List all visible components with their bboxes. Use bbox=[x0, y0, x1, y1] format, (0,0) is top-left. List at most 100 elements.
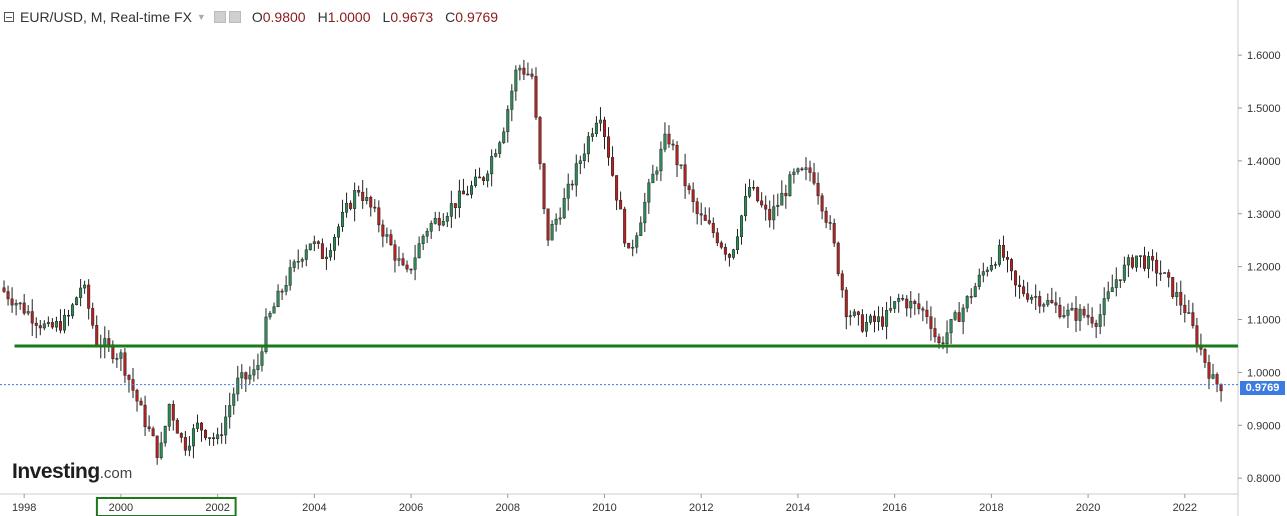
candle-down bbox=[482, 177, 486, 182]
candle-up bbox=[582, 153, 586, 161]
candle-up bbox=[848, 315, 852, 318]
candle-up bbox=[433, 218, 437, 224]
candle-up bbox=[268, 312, 272, 318]
candle-down bbox=[619, 199, 623, 210]
ohlc-open: O0.9800 bbox=[251, 9, 306, 25]
candle-up bbox=[494, 153, 498, 157]
candle-down bbox=[1219, 383, 1223, 392]
candle-down bbox=[34, 322, 38, 326]
candle-up bbox=[502, 131, 506, 144]
candle-up bbox=[474, 176, 478, 186]
candle-up bbox=[562, 197, 566, 219]
candle-down bbox=[1054, 302, 1058, 306]
candle-up bbox=[961, 307, 965, 322]
candle-up bbox=[490, 156, 494, 175]
candle-up bbox=[1078, 308, 1082, 321]
candle-up bbox=[1134, 255, 1138, 268]
candle-down bbox=[409, 268, 413, 271]
chevron-down-icon[interactable]: ▼ bbox=[196, 12, 206, 22]
candle-down bbox=[711, 223, 715, 234]
y-tick-label: 1.0000 bbox=[1247, 367, 1281, 379]
y-tick-label: 0.9000 bbox=[1247, 420, 1281, 432]
y-tick-label: 1.1000 bbox=[1247, 315, 1281, 327]
candle-down bbox=[570, 183, 574, 186]
candles-layer bbox=[2, 59, 1223, 465]
candle-down bbox=[1010, 259, 1014, 272]
candle-down bbox=[127, 375, 131, 380]
candle-down bbox=[183, 437, 187, 451]
candle-down bbox=[1155, 259, 1159, 274]
candle-up bbox=[115, 358, 119, 360]
candle-down bbox=[1001, 244, 1005, 258]
candle-up bbox=[574, 163, 578, 186]
candle-up bbox=[514, 69, 518, 92]
candle-up bbox=[208, 437, 212, 439]
candle-down bbox=[828, 222, 832, 224]
x-tick-label: 2016 bbox=[882, 502, 906, 514]
candle-up bbox=[731, 249, 735, 258]
x-tick-label: 2014 bbox=[786, 502, 810, 514]
candle-up bbox=[26, 311, 30, 314]
candle-up bbox=[792, 171, 796, 175]
candle-down bbox=[881, 316, 885, 327]
candle-up bbox=[1034, 296, 1038, 298]
candle-down bbox=[437, 218, 441, 226]
candle-down bbox=[1130, 257, 1134, 268]
candle-up bbox=[1147, 256, 1151, 269]
candle-down bbox=[703, 214, 707, 221]
candle-down bbox=[478, 176, 482, 179]
candle-down bbox=[546, 208, 550, 241]
candle-up bbox=[796, 168, 800, 173]
candle-up bbox=[1042, 304, 1046, 307]
settings-icon[interactable] bbox=[228, 11, 241, 23]
candle-up bbox=[191, 428, 195, 447]
candle-up bbox=[635, 235, 639, 248]
candle-down bbox=[38, 325, 42, 329]
candle-up bbox=[429, 223, 433, 232]
candle-up bbox=[578, 160, 582, 164]
investing-logo: Investing.com bbox=[12, 460, 133, 483]
candle-up bbox=[284, 285, 288, 292]
candle-up bbox=[885, 310, 889, 327]
candle-up bbox=[498, 142, 502, 154]
candle-down bbox=[1018, 284, 1022, 287]
candle-down bbox=[123, 352, 127, 376]
candle-up bbox=[679, 164, 683, 167]
candle-up bbox=[973, 286, 977, 298]
candle-down bbox=[1215, 374, 1219, 385]
candle-down bbox=[812, 172, 816, 184]
symbol-label[interactable]: EUR/USD, M, Real-time FX bbox=[20, 9, 192, 25]
candle-down bbox=[1074, 307, 1078, 321]
ohlc-readout: O0.9800 H1.0000 L0.9673 C0.9769 bbox=[252, 9, 498, 25]
candle-down bbox=[361, 191, 365, 201]
candle-down bbox=[715, 232, 719, 244]
candle-up bbox=[187, 445, 191, 451]
collapse-icon[interactable] bbox=[4, 12, 14, 22]
candle-up bbox=[353, 190, 357, 209]
candle-down bbox=[901, 298, 905, 300]
candle-down bbox=[320, 243, 324, 259]
candle-down bbox=[22, 302, 26, 314]
candle-up bbox=[365, 197, 369, 201]
candle-down bbox=[683, 164, 687, 187]
candle-up bbox=[965, 296, 969, 309]
ohlc-low: L0.9673 bbox=[382, 9, 434, 25]
candle-down bbox=[937, 336, 941, 344]
candle-down bbox=[401, 258, 405, 266]
candle-up bbox=[296, 261, 300, 263]
candle-up bbox=[735, 236, 739, 250]
candle-down bbox=[1082, 308, 1086, 316]
candle-up bbox=[659, 148, 663, 172]
eye-icon[interactable] bbox=[213, 11, 226, 23]
candle-down bbox=[756, 187, 760, 202]
candle-up bbox=[977, 274, 981, 287]
candle-down bbox=[1090, 316, 1094, 324]
candle-down bbox=[824, 210, 828, 223]
candle-down bbox=[316, 241, 320, 244]
candle-up bbox=[651, 173, 655, 184]
candle-down bbox=[602, 119, 606, 137]
candle-down bbox=[151, 428, 155, 437]
candle-up bbox=[159, 442, 163, 458]
candle-up bbox=[324, 256, 328, 259]
